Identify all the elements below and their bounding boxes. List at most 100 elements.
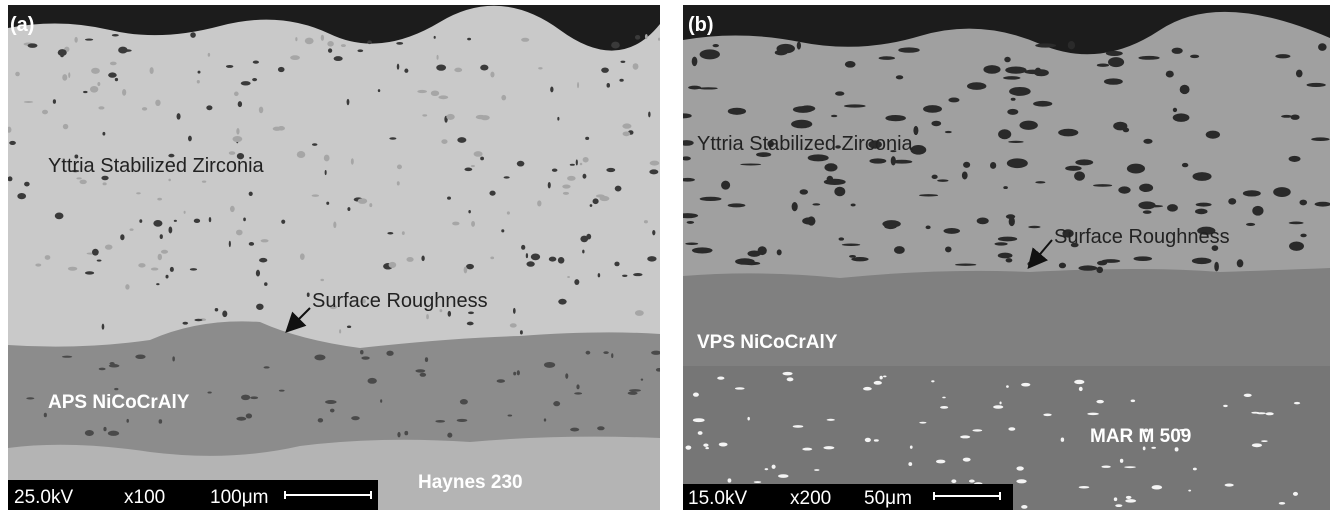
texture bbox=[351, 416, 360, 420]
texture bbox=[102, 132, 105, 136]
texture bbox=[945, 246, 951, 252]
texture bbox=[1172, 48, 1183, 54]
texture bbox=[513, 308, 516, 314]
texture bbox=[1126, 496, 1132, 499]
texture bbox=[422, 114, 427, 116]
texture bbox=[490, 256, 494, 259]
texture bbox=[1102, 259, 1121, 263]
texture bbox=[635, 310, 644, 316]
texture bbox=[468, 210, 471, 213]
texture bbox=[628, 391, 638, 394]
texture bbox=[256, 270, 260, 277]
texture bbox=[368, 378, 377, 384]
texture bbox=[105, 244, 113, 249]
texture bbox=[1256, 412, 1265, 414]
texture bbox=[601, 67, 609, 72]
texture bbox=[765, 468, 769, 470]
texture bbox=[62, 74, 67, 81]
texture bbox=[1143, 210, 1152, 213]
texture bbox=[197, 80, 200, 83]
texture bbox=[582, 250, 584, 254]
texture bbox=[550, 86, 553, 92]
texture bbox=[259, 258, 267, 263]
texture bbox=[467, 38, 471, 41]
texture bbox=[658, 38, 660, 41]
texture bbox=[1279, 502, 1285, 505]
texture bbox=[1139, 184, 1153, 192]
texture bbox=[159, 419, 163, 423]
texture bbox=[598, 273, 601, 277]
texture bbox=[931, 121, 941, 126]
texture bbox=[97, 259, 102, 261]
texture bbox=[1192, 258, 1212, 264]
texture bbox=[1143, 447, 1146, 451]
texture bbox=[497, 379, 505, 383]
texture bbox=[1008, 141, 1024, 143]
texture bbox=[8, 176, 13, 181]
texture bbox=[215, 308, 219, 311]
panel-label: (a) bbox=[10, 14, 34, 36]
texture bbox=[120, 234, 124, 240]
texture bbox=[1065, 166, 1081, 171]
texture bbox=[583, 157, 589, 163]
texture bbox=[135, 355, 145, 359]
texture bbox=[1096, 400, 1103, 404]
texture bbox=[1097, 63, 1109, 66]
texture bbox=[278, 67, 285, 72]
texture bbox=[685, 243, 698, 245]
texture bbox=[1087, 413, 1099, 415]
texture bbox=[650, 161, 660, 166]
texture bbox=[85, 39, 93, 41]
figure: (a) Yttria Stabilized Zirconia APS NiCoC… bbox=[0, 0, 1337, 510]
texture bbox=[471, 221, 475, 227]
texture bbox=[570, 428, 579, 432]
texture bbox=[969, 480, 975, 483]
texture bbox=[467, 322, 474, 326]
texture bbox=[436, 64, 446, 70]
texture bbox=[321, 35, 324, 41]
texture bbox=[517, 370, 520, 375]
texture bbox=[865, 438, 871, 442]
texture bbox=[699, 87, 718, 89]
texture bbox=[441, 139, 447, 144]
texture bbox=[404, 69, 408, 73]
texture bbox=[507, 415, 512, 417]
texture bbox=[480, 65, 488, 71]
texture bbox=[844, 104, 866, 107]
texture bbox=[585, 137, 589, 140]
texture bbox=[341, 44, 346, 47]
texture bbox=[1138, 56, 1159, 60]
texture bbox=[521, 38, 529, 42]
texture bbox=[44, 413, 47, 418]
texture bbox=[827, 176, 834, 183]
texture bbox=[615, 186, 622, 192]
texture bbox=[1293, 492, 1298, 496]
texture bbox=[28, 43, 38, 48]
annotation: Surface Roughness bbox=[1054, 226, 1230, 248]
texture bbox=[567, 276, 570, 278]
texture bbox=[812, 203, 820, 205]
texture bbox=[962, 172, 968, 180]
texture bbox=[281, 220, 285, 224]
magnification: x100 bbox=[124, 487, 165, 508]
texture bbox=[960, 435, 970, 438]
texture bbox=[417, 90, 427, 93]
texture bbox=[1252, 443, 1262, 447]
texture bbox=[361, 356, 369, 359]
texture bbox=[15, 72, 20, 77]
texture bbox=[476, 115, 486, 119]
texture bbox=[606, 168, 615, 172]
texture bbox=[404, 431, 408, 435]
texture bbox=[1120, 459, 1123, 463]
texture bbox=[563, 192, 569, 195]
texture bbox=[919, 194, 938, 196]
texture bbox=[300, 253, 305, 260]
texture bbox=[1016, 466, 1023, 470]
texture bbox=[963, 458, 971, 462]
texture bbox=[717, 377, 724, 380]
scale-length: 100μm bbox=[210, 487, 268, 508]
texture bbox=[174, 220, 177, 222]
texture bbox=[249, 192, 253, 196]
texture bbox=[264, 366, 270, 368]
texture bbox=[125, 284, 129, 290]
